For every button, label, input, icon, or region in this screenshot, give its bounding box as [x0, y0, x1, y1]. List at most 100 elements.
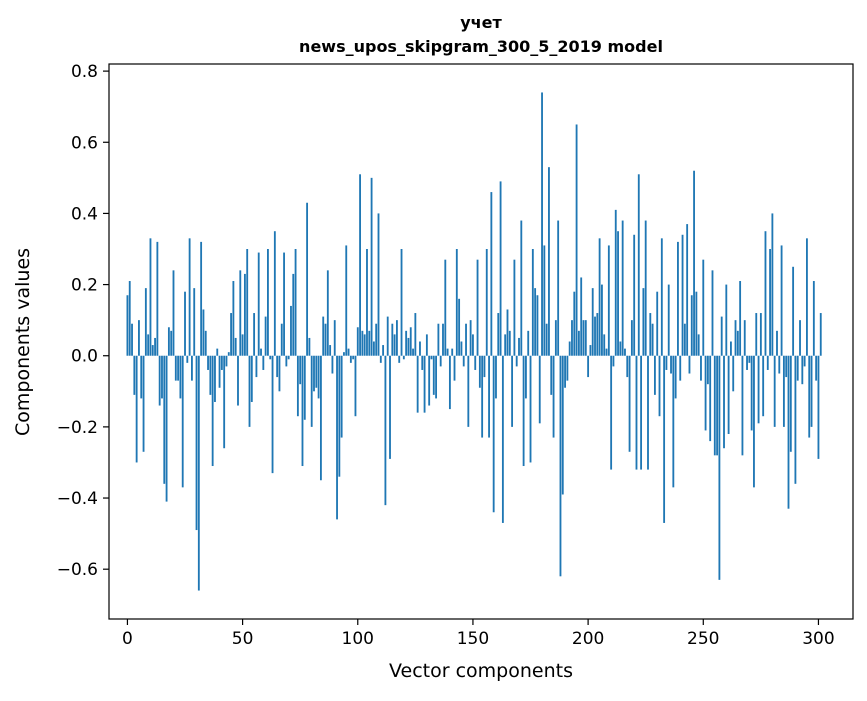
bar	[584, 320, 587, 356]
bar	[227, 352, 230, 356]
bar	[158, 355, 161, 406]
bar	[529, 355, 532, 463]
bar	[626, 355, 629, 378]
bar	[271, 355, 274, 474]
bar	[237, 355, 239, 406]
bar	[794, 355, 797, 484]
bar	[554, 320, 557, 356]
bar	[561, 355, 564, 495]
bar	[140, 355, 143, 399]
bar	[448, 355, 451, 410]
bar	[402, 355, 405, 360]
bar	[423, 355, 426, 413]
y-tick-label: 0.8	[71, 62, 98, 82]
bar	[352, 355, 355, 360]
bar	[446, 348, 449, 356]
bar	[716, 355, 719, 456]
bar	[801, 355, 804, 385]
bar	[483, 355, 486, 378]
bar	[186, 355, 189, 363]
bar	[273, 231, 276, 356]
bar	[384, 355, 387, 506]
bar	[789, 355, 792, 452]
bar	[690, 295, 693, 356]
x-tick-label: 250	[687, 629, 719, 649]
bar	[545, 323, 548, 356]
bar	[181, 355, 184, 488]
x-tick-label: 0	[122, 629, 133, 649]
bar	[437, 323, 440, 356]
x-tick-label: 100	[342, 629, 374, 649]
bar	[370, 177, 373, 356]
bar	[665, 355, 668, 370]
bar	[197, 355, 200, 591]
bar	[287, 355, 290, 360]
bar	[425, 334, 428, 356]
bar	[220, 355, 223, 370]
bar	[317, 355, 320, 399]
bar	[243, 273, 246, 356]
bar	[255, 355, 258, 378]
bar	[541, 92, 543, 356]
bar	[587, 355, 590, 378]
bar	[617, 231, 619, 356]
bar	[766, 355, 769, 370]
bar	[681, 234, 684, 356]
bar	[315, 355, 318, 388]
x-tick-label: 150	[457, 629, 489, 649]
bar	[472, 334, 474, 356]
bar	[815, 355, 818, 381]
bar	[667, 284, 670, 356]
bar	[225, 355, 228, 367]
bar	[299, 355, 302, 385]
bar	[527, 330, 530, 356]
bar	[743, 320, 746, 356]
bar	[322, 316, 325, 356]
bar	[303, 355, 306, 420]
bar	[488, 355, 490, 438]
bar	[552, 355, 555, 438]
bar	[511, 355, 514, 427]
bar	[345, 245, 348, 356]
bar	[195, 355, 198, 531]
bar	[156, 241, 159, 356]
bar	[138, 320, 140, 356]
bar	[748, 355, 751, 363]
bar	[649, 313, 652, 356]
bar	[262, 355, 265, 370]
bar	[442, 323, 444, 356]
bar	[478, 355, 481, 388]
bar	[276, 355, 279, 378]
bar	[460, 341, 463, 356]
bar	[796, 355, 799, 381]
bar	[336, 355, 338, 520]
chart-title-line1: учет	[460, 13, 502, 32]
bar	[142, 355, 145, 452]
bar	[577, 330, 580, 356]
bar	[257, 252, 260, 356]
bar	[400, 249, 403, 356]
bar	[753, 355, 755, 488]
bar	[764, 231, 767, 356]
bar	[391, 323, 394, 356]
bar	[686, 224, 689, 356]
bar	[806, 238, 808, 356]
bar	[778, 355, 781, 374]
bar	[151, 345, 154, 356]
bar	[679, 355, 682, 381]
bar	[630, 320, 633, 356]
bar	[290, 305, 292, 356]
bar	[557, 220, 560, 356]
bar	[163, 355, 166, 484]
bar	[177, 355, 180, 381]
bar	[326, 270, 329, 356]
bar	[603, 334, 606, 356]
bar	[161, 355, 163, 399]
bar	[296, 355, 299, 417]
bar	[709, 355, 712, 442]
bar	[154, 337, 156, 356]
bar	[393, 334, 396, 356]
bar	[313, 355, 315, 392]
bar	[204, 330, 207, 356]
bar	[637, 174, 640, 356]
